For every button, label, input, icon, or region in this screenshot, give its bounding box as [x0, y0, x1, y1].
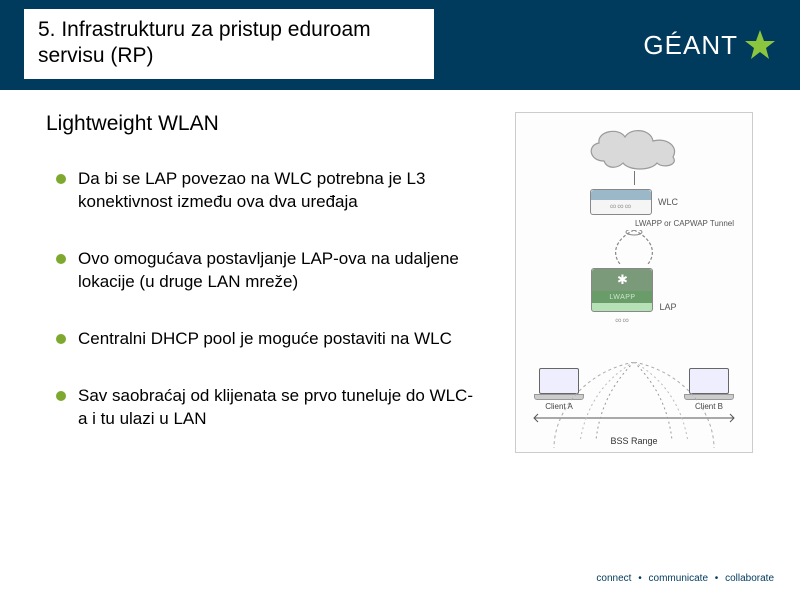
title-line-2: servisu (RP) [38, 44, 154, 67]
tagline-word: communicate [649, 573, 708, 584]
content-area: Lightweight WLAN Da bi se LAP povezao na… [0, 90, 800, 465]
bullet-item: Centralni DHCP pool je moguće postaviti … [56, 328, 476, 351]
cloud-icon [579, 123, 689, 171]
bullet-list: Da bi se LAP povezao na WLC potrebna je … [56, 168, 476, 431]
lwapp-band: LWAPP [592, 291, 652, 303]
tagline-word: collaborate [725, 573, 774, 584]
text-column: Lightweight WLAN Da bi se LAP povezao na… [56, 112, 476, 465]
tunnel-label: LWAPP or CAPWAP Tunnel [524, 219, 734, 228]
title-box: 5. Infrastrukturu za pristup eduroam ser… [24, 9, 434, 80]
lap-label: LAP [659, 302, 676, 312]
slide-header: 5. Infrastrukturu za pristup eduroam ser… [0, 0, 800, 90]
title-line-1: 5. Infrastrukturu za pristup eduroam [38, 18, 371, 41]
ap-star-icon: ✱ [617, 272, 628, 288]
diagram-lap-row: ✱ LWAPP ∞∞ LAP [524, 268, 744, 312]
diagram-connector [634, 171, 635, 185]
subtitle: Lightweight WLAN [46, 112, 476, 136]
bullet-item: Da bi se LAP povezao na WLC potrebna je … [56, 168, 476, 214]
footer-tagline: connect • communicate • collaborate [594, 573, 776, 584]
bullet-item: Ovo omogućava postavljanje LAP-ova na ud… [56, 248, 476, 294]
wlc-label: WLC [658, 197, 678, 207]
diagram-cloud-row [524, 123, 744, 171]
star-icon [744, 29, 776, 61]
logo-text: GÉANT [643, 30, 738, 61]
diagram-wlc-row: ∞∞∞ WLC [524, 189, 744, 215]
wlc-device-icon: ∞∞∞ [590, 189, 652, 215]
tagline-sep: • [638, 573, 642, 584]
tagline-word: connect [596, 573, 631, 584]
tagline-sep: • [715, 573, 719, 584]
slide-title: 5. Infrastrukturu za pristup eduroam ser… [38, 17, 420, 70]
diagram-column: ∞∞∞ WLC LWAPP or CAPWAP Tunnel ✱ LWAPP ∞… [492, 112, 776, 465]
network-diagram: ∞∞∞ WLC LWAPP or CAPWAP Tunnel ✱ LWAPP ∞… [515, 112, 753, 453]
geant-logo: GÉANT [643, 29, 776, 61]
bss-arcs-icon [524, 362, 744, 452]
bss-range: Client A Client B BSS Range [524, 368, 744, 446]
tunnel-icon [524, 230, 744, 264]
access-point-icon: ✱ LWAPP ∞∞ [591, 268, 653, 312]
bullet-item: Sav saobraćaj od klijenata se prvo tunel… [56, 385, 476, 431]
